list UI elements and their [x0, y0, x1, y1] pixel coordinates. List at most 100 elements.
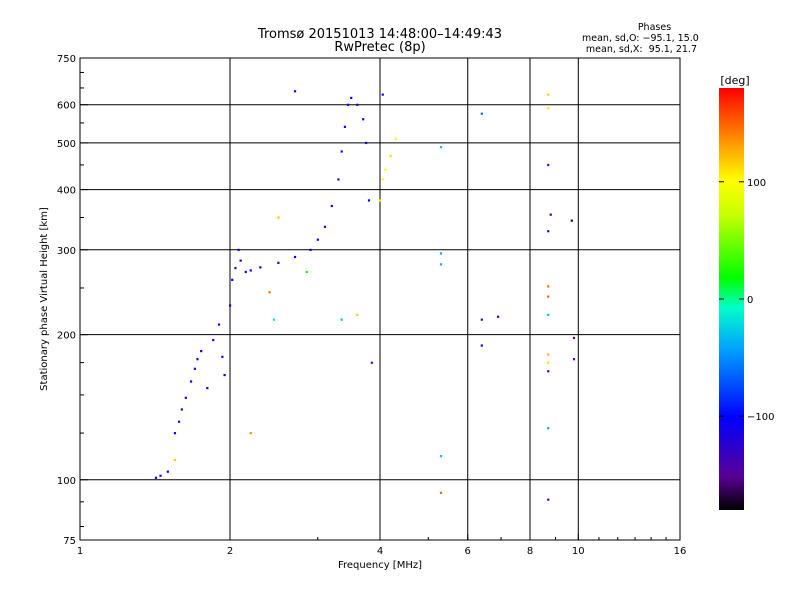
- data-point: [547, 427, 550, 430]
- data-point: [330, 204, 333, 208]
- data-point: [439, 252, 443, 255]
- data-point: [350, 96, 353, 100]
- data-point: [223, 373, 226, 377]
- x-tick-label: 8: [527, 546, 533, 557]
- data-point: [316, 238, 319, 241]
- data-point: [480, 344, 483, 347]
- data-point: [547, 370, 550, 373]
- data-point: [547, 107, 550, 110]
- data-point: [570, 219, 573, 222]
- y-tick-label: 200: [57, 331, 76, 342]
- data-point: [293, 90, 297, 93]
- y-ticks: 75 100 200 300 400 500 600 750: [57, 54, 88, 547]
- data-point: [549, 213, 552, 216]
- chart-subtitle: RwPretec (8p): [334, 40, 426, 55]
- y-tick-label: 600: [57, 101, 76, 112]
- y-tick-label: 300: [57, 246, 76, 257]
- data-point: [277, 216, 280, 219]
- y-tick-label: 400: [57, 186, 76, 197]
- x-tick-label: 4: [377, 546, 383, 557]
- data-point: [381, 93, 384, 96]
- colorbar-tick-label: 0: [747, 295, 753, 306]
- data-point: [193, 367, 197, 370]
- data-point: [212, 338, 215, 342]
- chart-title: Tromsø 20151013 14:48:00–14:49:43: [257, 27, 503, 42]
- x-tick-label: 1: [77, 546, 83, 557]
- data-point: [249, 269, 252, 272]
- phase-stats-box: Phases mean, sd,O: −95.1, 15.0 mean, sd,…: [582, 22, 699, 55]
- data-points: [154, 90, 576, 501]
- data-point: [381, 178, 384, 181]
- phase-stats-x: mean, sd,X: 95.1, 21.7: [585, 44, 697, 55]
- data-point: [234, 267, 237, 270]
- data-point: [370, 361, 373, 364]
- colorbar-tick-label: 100: [747, 178, 766, 189]
- data-point: [206, 387, 209, 390]
- data-point: [244, 270, 247, 274]
- grid-lines: [80, 58, 680, 540]
- data-point: [362, 118, 365, 121]
- data-point: [249, 432, 252, 435]
- data-point: [343, 125, 347, 128]
- data-point: [439, 146, 443, 149]
- data-point: [340, 150, 343, 153]
- data-point: [547, 295, 550, 298]
- data-point: [572, 358, 576, 361]
- data-point: [346, 103, 350, 106]
- data-point: [217, 323, 221, 326]
- data-point: [293, 255, 297, 259]
- y-axis-label: Stationary phase Virtual Height [km]: [39, 207, 50, 391]
- data-point: [196, 358, 199, 361]
- colorbar-tick-label: −100: [747, 412, 774, 423]
- phase-stats-o: mean, sd,O: −95.1, 15.0: [582, 33, 699, 44]
- data-point: [229, 304, 232, 307]
- data-point: [547, 163, 550, 167]
- data-point: [547, 313, 550, 316]
- data-point: [277, 261, 280, 264]
- x-tick-label: 10: [572, 546, 585, 557]
- data-point: [367, 199, 371, 202]
- data-point: [379, 199, 382, 202]
- y-tick-label: 750: [57, 54, 76, 65]
- data-point: [189, 380, 193, 383]
- data-point: [259, 266, 262, 269]
- x-ticks: 1 2 4 6 8 10 16: [77, 534, 687, 557]
- data-point: [439, 263, 443, 266]
- data-point: [547, 230, 550, 233]
- data-point: [394, 137, 397, 140]
- y-tick-label: 75: [63, 536, 76, 547]
- data-point: [480, 318, 483, 321]
- data-point: [166, 470, 169, 473]
- x-tick-label: 16: [674, 546, 687, 557]
- data-point: [439, 455, 443, 458]
- data-point: [177, 420, 181, 423]
- data-point: [200, 350, 203, 353]
- x-tick-label: 2: [227, 546, 233, 557]
- data-point: [356, 103, 359, 106]
- data-point: [572, 336, 576, 340]
- y-tick-label: 500: [57, 139, 76, 150]
- data-point: [496, 315, 500, 318]
- data-point: [337, 178, 340, 181]
- data-point: [439, 491, 443, 494]
- data-point: [268, 291, 271, 294]
- data-point: [305, 270, 308, 274]
- data-point: [340, 318, 343, 321]
- data-point: [389, 154, 392, 158]
- data-point: [154, 476, 158, 479]
- data-point: [309, 248, 312, 252]
- phase-stats-title: Phases: [637, 22, 672, 33]
- data-point: [547, 498, 550, 501]
- data-point: [384, 168, 387, 171]
- data-point: [239, 259, 242, 262]
- data-point: [480, 112, 483, 115]
- data-point: [173, 432, 177, 435]
- data-point: [221, 355, 224, 358]
- data-point: [547, 285, 550, 288]
- data-point: [184, 396, 187, 399]
- data-point: [323, 225, 327, 228]
- x-axis-label: Frequency [MHz]: [338, 560, 422, 571]
- y-tick-label: 100: [57, 476, 76, 487]
- data-point: [272, 318, 276, 321]
